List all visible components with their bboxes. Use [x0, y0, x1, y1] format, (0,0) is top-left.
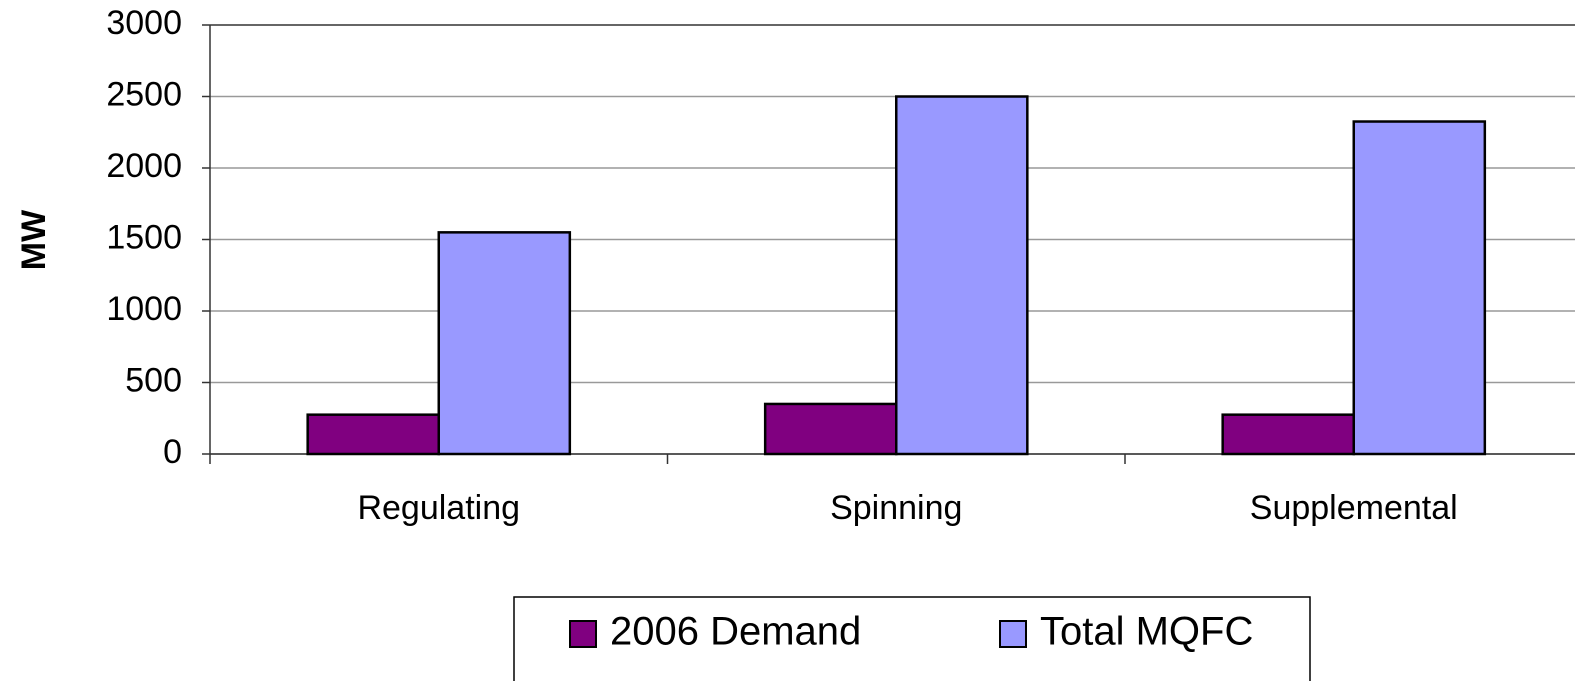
legend-swatch — [569, 620, 597, 648]
y-tick-label: 2000 — [106, 147, 182, 185]
legend-swatch — [999, 620, 1027, 648]
x-tick-label: Spinning — [830, 489, 962, 527]
x-tick-label: Supplemental — [1250, 489, 1458, 527]
y-axis-label: MW — [15, 209, 53, 270]
legend-label: 2006 Demand — [610, 610, 861, 654]
legend: 2006 Demand Total MQFC — [513, 596, 1311, 681]
x-tick-label: Regulating — [357, 489, 520, 527]
bar — [1352, 120, 1487, 456]
bar — [763, 402, 898, 456]
y-tick-label: 0 — [163, 433, 182, 471]
bar — [1221, 413, 1356, 456]
bar — [437, 231, 572, 456]
y-tick-label: 2500 — [106, 75, 182, 113]
bar — [895, 95, 1029, 456]
y-tick-label: 3000 — [106, 4, 182, 42]
y-tick-label: 1500 — [106, 218, 182, 256]
bar — [306, 413, 440, 456]
legend-box — [513, 596, 1311, 681]
legend-label: Total MQFC — [1040, 610, 1253, 654]
y-tick-label: 1000 — [106, 290, 182, 328]
y-tick-label: 500 — [125, 361, 182, 399]
